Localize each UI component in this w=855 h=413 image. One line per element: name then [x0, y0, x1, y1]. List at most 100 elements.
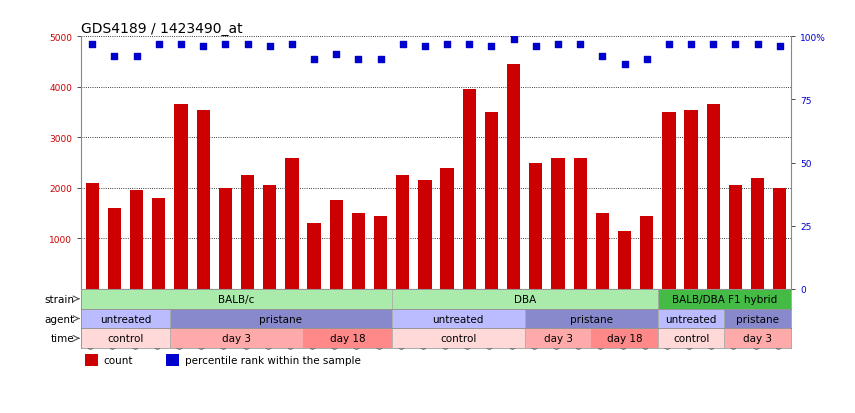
Point [329, 52, 343, 58]
Point [551, 41, 565, 48]
Text: control: control [108, 333, 144, 343]
Text: count: count [103, 355, 133, 365]
Bar [418, 181, 432, 289]
Text: control: control [673, 333, 710, 343]
Text: GDS4189 / 1423490_at: GDS4189 / 1423490_at [81, 22, 243, 36]
Point [640, 57, 653, 63]
Point [174, 41, 188, 48]
Text: time: time [50, 333, 74, 343]
Point [596, 54, 610, 61]
Point [262, 44, 276, 50]
Point [108, 54, 121, 61]
Text: day 18: day 18 [607, 333, 642, 343]
Bar [657, 329, 724, 348]
Point [529, 44, 543, 50]
Bar [640, 216, 653, 289]
Bar [374, 216, 387, 289]
Bar [286, 158, 298, 289]
Bar [108, 209, 121, 289]
Text: BALB/c: BALB/c [218, 294, 255, 304]
Text: BALB/DBA F1 hybrid: BALB/DBA F1 hybrid [672, 294, 777, 304]
Point [507, 36, 521, 43]
Point [351, 57, 365, 63]
Point [285, 41, 298, 48]
Bar [241, 176, 254, 289]
Bar [303, 329, 392, 348]
Bar [684, 110, 698, 289]
Point [152, 41, 166, 48]
Point [241, 41, 255, 48]
Bar [657, 289, 791, 309]
Text: agent: agent [44, 314, 74, 324]
Text: untreated: untreated [665, 314, 716, 324]
Bar [706, 105, 720, 289]
Bar [485, 113, 498, 289]
Text: pristane: pristane [569, 314, 613, 324]
Point [684, 41, 698, 48]
Point [440, 41, 454, 48]
Point [662, 41, 675, 48]
Point [418, 44, 432, 50]
Bar [81, 329, 170, 348]
Text: control: control [440, 333, 476, 343]
Text: day 3: day 3 [743, 333, 772, 343]
Bar [351, 214, 365, 289]
Point [728, 41, 742, 48]
Bar [392, 329, 525, 348]
Bar [396, 176, 410, 289]
Bar [167, 354, 180, 366]
Bar [724, 309, 791, 329]
Bar [529, 163, 542, 289]
Bar [197, 110, 209, 289]
Bar [773, 188, 787, 289]
Point [86, 41, 99, 48]
Bar [392, 289, 657, 309]
Point [219, 41, 233, 48]
Point [574, 41, 587, 48]
Point [751, 41, 764, 48]
Bar [85, 354, 97, 366]
Bar [308, 224, 321, 289]
Bar [86, 183, 99, 289]
Bar [507, 65, 521, 289]
Bar [263, 186, 276, 289]
Bar [152, 199, 166, 289]
Bar [751, 178, 764, 289]
Text: day 18: day 18 [329, 333, 365, 343]
Bar [724, 329, 791, 348]
Point [485, 44, 498, 50]
Text: day 3: day 3 [544, 333, 573, 343]
Point [197, 44, 210, 50]
Point [396, 41, 410, 48]
Text: percentile rank within the sample: percentile rank within the sample [185, 355, 361, 365]
Point [463, 41, 476, 48]
Bar [551, 158, 564, 289]
Point [307, 57, 321, 63]
Bar [657, 309, 724, 329]
Text: DBA: DBA [514, 294, 536, 304]
Bar [525, 329, 592, 348]
Bar [463, 90, 476, 289]
Bar [392, 309, 525, 329]
Text: pristane: pristane [736, 314, 779, 324]
Bar [219, 188, 232, 289]
Bar [596, 214, 609, 289]
Text: untreated: untreated [100, 314, 151, 324]
Bar [574, 158, 587, 289]
Bar [130, 191, 144, 289]
Point [706, 41, 720, 48]
Point [617, 62, 631, 68]
Bar [329, 201, 343, 289]
Bar [174, 105, 188, 289]
Bar [728, 186, 742, 289]
Point [130, 54, 144, 61]
Point [374, 57, 387, 63]
Bar [663, 113, 675, 289]
Bar [81, 289, 392, 309]
Bar [440, 168, 454, 289]
Bar [525, 309, 657, 329]
Bar [81, 309, 170, 329]
Point [773, 44, 787, 50]
Text: strain: strain [44, 294, 74, 304]
Text: day 3: day 3 [222, 333, 251, 343]
